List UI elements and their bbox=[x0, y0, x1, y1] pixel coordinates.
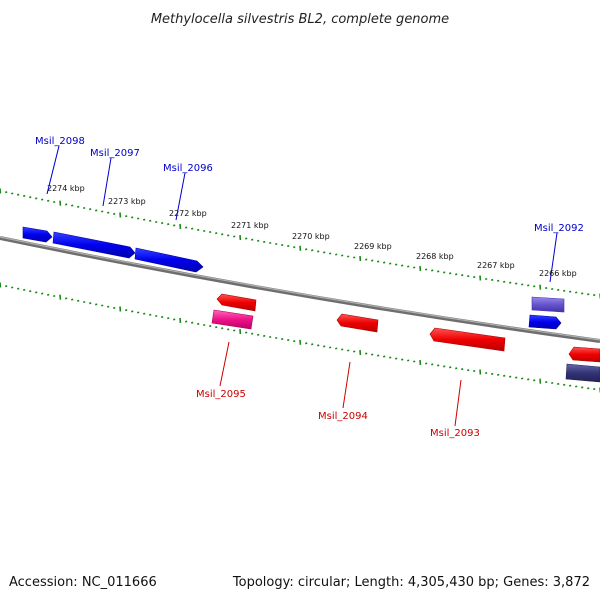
gene-msil-2095[interactable] bbox=[216, 293, 257, 312]
scale-label-2274: 2274 kbp bbox=[47, 184, 85, 193]
gene-forward-right[interactable] bbox=[528, 314, 562, 330]
gene-msil-2094[interactable] bbox=[336, 313, 379, 333]
scale-label-2269: 2269 kbp bbox=[354, 242, 392, 251]
accession-text: Accession: NC_011666 bbox=[9, 575, 157, 590]
scale-label-2271: 2271 kbp bbox=[231, 221, 269, 230]
scale-label-2270: 2270 kbp bbox=[292, 232, 330, 241]
scale-label-2273: 2273 kbp bbox=[108, 197, 146, 206]
scale-label-2267: 2267 kbp bbox=[477, 261, 515, 270]
gene-label-msil-2094: Msil_2094 bbox=[318, 411, 368, 422]
gene-label-msil-2092: Msil_2092 bbox=[534, 223, 584, 234]
gene-msil-2098[interactable] bbox=[22, 226, 53, 243]
gene-label-msil-2097: Msil_2097 bbox=[90, 148, 140, 159]
map-title: Methylocella silvestris BL2, complete ge… bbox=[151, 12, 449, 27]
genome-backbone-highlight bbox=[0, 236, 600, 341]
leader-msil-2092 bbox=[549, 232, 558, 283]
gene-reverse-right-navy[interactable] bbox=[565, 363, 600, 383]
gene-label-msil-2095: Msil_2095 bbox=[196, 389, 246, 400]
leader-msil-2095 bbox=[219, 341, 230, 387]
gene-msil-2093[interactable] bbox=[429, 327, 506, 352]
gene-reverse-right[interactable] bbox=[568, 346, 600, 363]
genome-backbone bbox=[0, 236, 600, 343]
outer-scale-ticks bbox=[0, 188, 600, 299]
scale-label-2268: 2268 kbp bbox=[416, 252, 454, 261]
leader-msil-2097 bbox=[102, 157, 112, 207]
leader-msil-2094 bbox=[342, 361, 351, 409]
genome-summary-text: Topology: circular; Length: 4,305,430 bp… bbox=[232, 575, 590, 590]
gene-label-msil-2093: Msil_2093 bbox=[430, 428, 480, 439]
gene-msil-2096[interactable] bbox=[134, 247, 204, 273]
leader-msil-2093 bbox=[454, 379, 462, 427]
leader-msil-2098 bbox=[46, 145, 60, 195]
gene-msil-2092[interactable] bbox=[531, 296, 565, 313]
gene-msil-2095-pink[interactable] bbox=[211, 309, 254, 330]
inner-scale-ticks bbox=[0, 282, 600, 393]
leader-msil-2096 bbox=[175, 172, 186, 221]
scale-label-2272: 2272 kbp bbox=[169, 209, 207, 218]
gene-label-msil-2096: Msil_2096 bbox=[163, 163, 213, 174]
scale-label-2266: 2266 kbp bbox=[539, 269, 577, 278]
gene-msil-2097[interactable] bbox=[52, 231, 136, 259]
gene-label-msil-2098: Msil_2098 bbox=[35, 136, 85, 147]
